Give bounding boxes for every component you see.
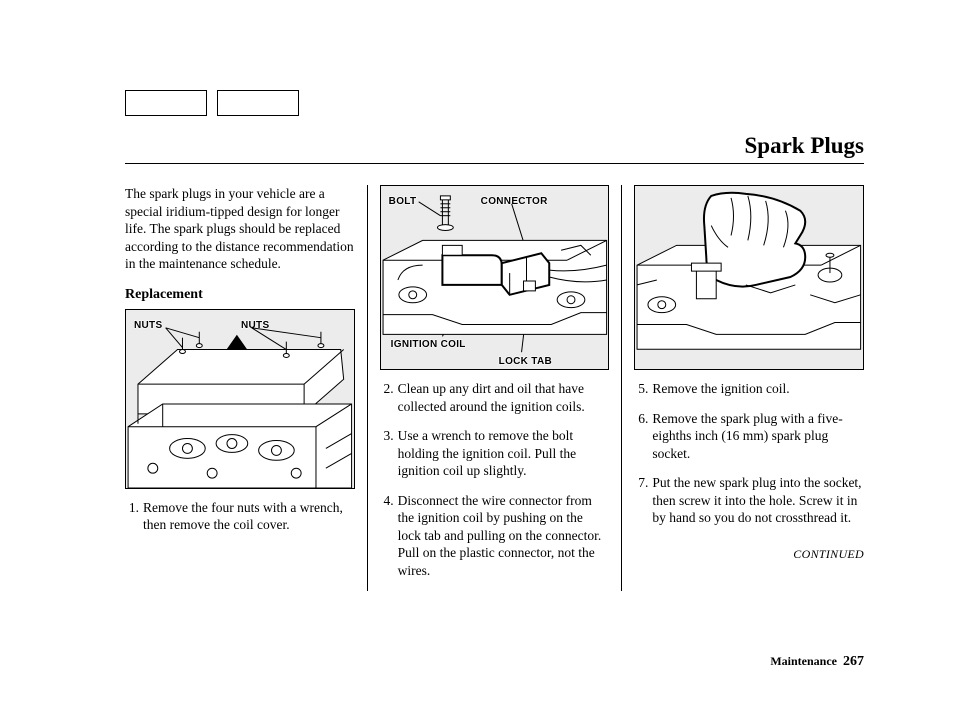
step-6: 6. Remove the spark plug with a five-eig… — [634, 410, 864, 463]
step-3: 3. Use a wrench to remove the bolt holdi… — [380, 427, 610, 480]
figure-ignition-coil: BOLT CONNECTOR IGNITION COIL LOCK TAB — [380, 185, 610, 370]
step-text: Remove the four nuts with a wrench, then… — [143, 499, 355, 534]
step-text: Use a wrench to remove the bolt holding … — [398, 427, 610, 480]
steps-col3: 5. Remove the ignition coil. 6. Remove t… — [634, 380, 864, 527]
step-number: 7. — [634, 474, 648, 527]
figure-coil-cover-svg — [126, 310, 354, 488]
step-number: 3. — [380, 427, 394, 480]
step-text: Disconnect the wire connector from the i… — [398, 492, 610, 580]
figure-ignition-coil-svg — [381, 186, 609, 369]
intro-text: The spark plugs in your vehicle are a sp… — [125, 185, 355, 273]
step-text: Put the new spark plug into the socket, … — [652, 474, 864, 527]
step-2: 2. Clean up any dirt and oil that have c… — [380, 380, 610, 415]
subhead-replacement: Replacement — [125, 287, 355, 303]
header-box-1 — [125, 90, 207, 116]
header-box-2 — [217, 90, 299, 116]
step-1: 1. Remove the four nuts with a wrench, t… — [125, 499, 355, 534]
footer: Maintenance 267 — [770, 654, 864, 670]
step-7: 7. Put the new spark plug into the socke… — [634, 474, 864, 527]
columns: The spark plugs in your vehicle are a sp… — [125, 185, 864, 591]
footer-section: Maintenance — [770, 654, 837, 668]
steps-col2: 2. Clean up any dirt and oil that have c… — [380, 380, 610, 579]
header-boxes — [125, 90, 299, 116]
figure-coil-cover: NUTS NUTS — [125, 309, 355, 489]
title-rule — [125, 163, 864, 164]
step-text: Clean up any dirt and oil that have coll… — [398, 380, 610, 415]
step-text: Remove the ignition coil. — [652, 380, 864, 398]
step-number: 2. — [380, 380, 394, 415]
column-2: BOLT CONNECTOR IGNITION COIL LOCK TAB — [367, 185, 622, 591]
column-1: The spark plugs in your vehicle are a sp… — [125, 185, 367, 591]
step-number: 4. — [380, 492, 394, 580]
column-3: 5. Remove the ignition coil. 6. Remove t… — [621, 185, 864, 591]
steps-col1: 1. Remove the four nuts with a wrench, t… — [125, 499, 355, 534]
step-5: 5. Remove the ignition coil. — [634, 380, 864, 398]
page-title: Spark Plugs — [744, 133, 864, 159]
page-number: 267 — [843, 654, 864, 669]
figure-remove-coil-svg — [635, 186, 863, 369]
step-number: 1. — [125, 499, 139, 534]
figure-remove-coil — [634, 185, 864, 370]
step-text: Remove the spark plug with a five-eighth… — [652, 410, 864, 463]
step-number: 5. — [634, 380, 648, 398]
step-number: 6. — [634, 410, 648, 463]
step-4: 4. Disconnect the wire connector from th… — [380, 492, 610, 580]
page: Spark Plugs The spark plugs in your vehi… — [0, 0, 954, 710]
continued-label: CONTINUED — [634, 547, 864, 562]
